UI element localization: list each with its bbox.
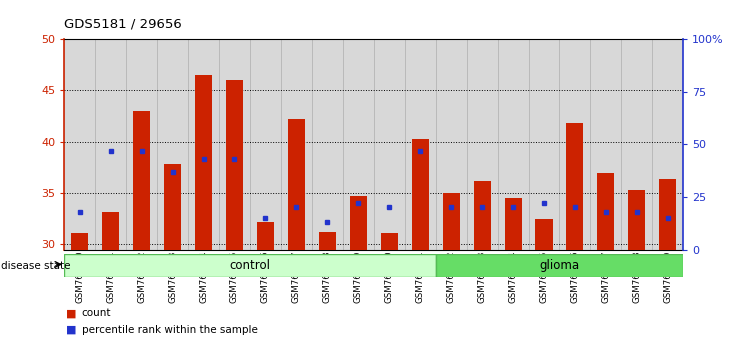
- Bar: [436, 254, 683, 277]
- Bar: [504, 198, 521, 250]
- Bar: [226, 80, 243, 250]
- Bar: [126, 39, 157, 250]
- Bar: [466, 39, 498, 250]
- Bar: [659, 179, 676, 250]
- Bar: [95, 39, 126, 250]
- Text: GDS5181 / 29656: GDS5181 / 29656: [64, 17, 182, 30]
- Bar: [312, 39, 343, 250]
- Bar: [288, 119, 305, 250]
- Bar: [404, 39, 436, 250]
- Bar: [133, 111, 150, 250]
- Bar: [442, 193, 460, 250]
- Bar: [412, 139, 429, 250]
- Bar: [629, 190, 645, 250]
- Text: disease state: disease state: [1, 261, 71, 271]
- Bar: [188, 39, 219, 250]
- Bar: [381, 233, 398, 250]
- Text: percentile rank within the sample: percentile rank within the sample: [82, 325, 258, 335]
- Bar: [72, 233, 88, 250]
- Bar: [250, 39, 281, 250]
- Bar: [102, 212, 119, 250]
- Bar: [474, 181, 491, 250]
- Bar: [219, 39, 250, 250]
- Text: ■: ■: [66, 325, 76, 335]
- Bar: [566, 123, 583, 250]
- Bar: [157, 39, 188, 250]
- Bar: [164, 164, 181, 250]
- Bar: [536, 219, 553, 250]
- Bar: [64, 39, 95, 250]
- Bar: [498, 39, 529, 250]
- Bar: [436, 39, 466, 250]
- Bar: [653, 39, 683, 250]
- Text: control: control: [229, 259, 270, 272]
- Bar: [621, 39, 653, 250]
- Bar: [597, 172, 615, 250]
- Bar: [374, 39, 404, 250]
- Bar: [591, 39, 621, 250]
- Text: ■: ■: [66, 308, 76, 318]
- Text: count: count: [82, 308, 111, 318]
- Bar: [350, 196, 366, 250]
- Bar: [195, 75, 212, 250]
- Bar: [257, 222, 274, 250]
- Text: glioma: glioma: [539, 259, 580, 272]
- Bar: [343, 39, 374, 250]
- Bar: [559, 39, 591, 250]
- Bar: [281, 39, 312, 250]
- Bar: [529, 39, 559, 250]
- Bar: [319, 232, 336, 250]
- Bar: [64, 254, 436, 277]
